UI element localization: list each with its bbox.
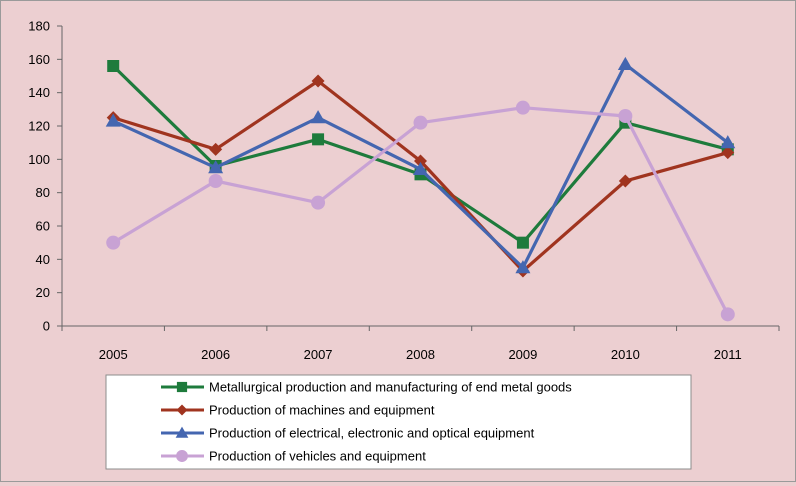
data-point-diamond bbox=[721, 146, 735, 160]
y-tick-label: 180 bbox=[28, 19, 50, 34]
legend-label: Production of machines and equipment bbox=[209, 403, 435, 418]
x-tick-label: 2009 bbox=[508, 347, 537, 362]
data-point-circle bbox=[618, 109, 633, 123]
y-tick-label: 0 bbox=[43, 319, 50, 334]
data-point-triangle bbox=[413, 161, 428, 175]
data-point-triangle bbox=[515, 260, 531, 274]
legend: Metallurgical production and manufacturi… bbox=[105, 374, 692, 470]
data-point-circle bbox=[208, 174, 223, 188]
x-tick-label: 2005 bbox=[99, 347, 128, 362]
y-tick-label: 120 bbox=[28, 119, 50, 134]
y-tick-label: 140 bbox=[28, 85, 50, 100]
data-point-diamond bbox=[311, 74, 325, 88]
series-line bbox=[112, 106, 730, 316]
legend-label: Production of electrical, electronic and… bbox=[209, 426, 535, 441]
legend-label: Production of vehicles and equipment bbox=[209, 449, 426, 464]
data-point-circle bbox=[515, 100, 530, 115]
series-3 bbox=[105, 56, 736, 274]
legend-marker-square bbox=[176, 381, 188, 393]
data-point-triangle bbox=[617, 56, 633, 70]
data-point-diamond bbox=[414, 154, 427, 168]
legend-marker-diamond bbox=[176, 404, 188, 416]
data-point-circle bbox=[720, 307, 735, 322]
data-point-circle bbox=[106, 235, 121, 250]
legend-item: Production of vehicles and equipment bbox=[161, 449, 426, 464]
series-1 bbox=[107, 60, 734, 249]
x-tick-label: 2011 bbox=[714, 347, 742, 362]
x-tick-label: 2006 bbox=[201, 347, 230, 362]
y-tick-label: 100 bbox=[28, 152, 50, 167]
legend-label: Metallurgical production and manufacturi… bbox=[209, 380, 572, 395]
legend-box bbox=[105, 374, 692, 470]
legend-item: Production of machines and equipment bbox=[161, 403, 435, 418]
data-point-triangle bbox=[105, 113, 121, 127]
data-point-triangle bbox=[208, 160, 224, 174]
y-tick-label: 40 bbox=[36, 252, 50, 267]
legend-item: Metallurgical production and manufacturi… bbox=[161, 380, 572, 395]
x-tick-label: 2010 bbox=[611, 347, 640, 362]
data-point-triangle bbox=[720, 135, 736, 149]
y-tick-label: 20 bbox=[36, 285, 50, 300]
data-point-square bbox=[516, 236, 529, 249]
y-tick-label: 160 bbox=[28, 52, 50, 67]
legend-item: Production of electrical, electronic and… bbox=[161, 426, 535, 441]
x-tick-label: 2007 bbox=[304, 347, 333, 362]
legend-marker-circle bbox=[176, 450, 188, 462]
series-4 bbox=[106, 100, 735, 322]
data-point-circle bbox=[413, 115, 428, 130]
data-point-circle bbox=[311, 195, 326, 210]
axes: 0 20 40 60 80 100 120 140 160 180 2005 2006 2007 2008… bbox=[28, 19, 780, 362]
series-line bbox=[112, 64, 729, 245]
data-point-square bbox=[312, 133, 325, 146]
data-point-diamond bbox=[618, 174, 632, 188]
series-lines bbox=[105, 56, 736, 322]
data-point-diamond bbox=[209, 142, 223, 156]
y-tick-label: 60 bbox=[36, 219, 50, 234]
x-tick-label: 2008 bbox=[406, 347, 435, 362]
data-point-triangle bbox=[310, 110, 326, 124]
y-tick-label: 80 bbox=[36, 185, 50, 200]
data-point-square bbox=[107, 60, 120, 72]
legend-marker-triangle bbox=[175, 426, 189, 438]
